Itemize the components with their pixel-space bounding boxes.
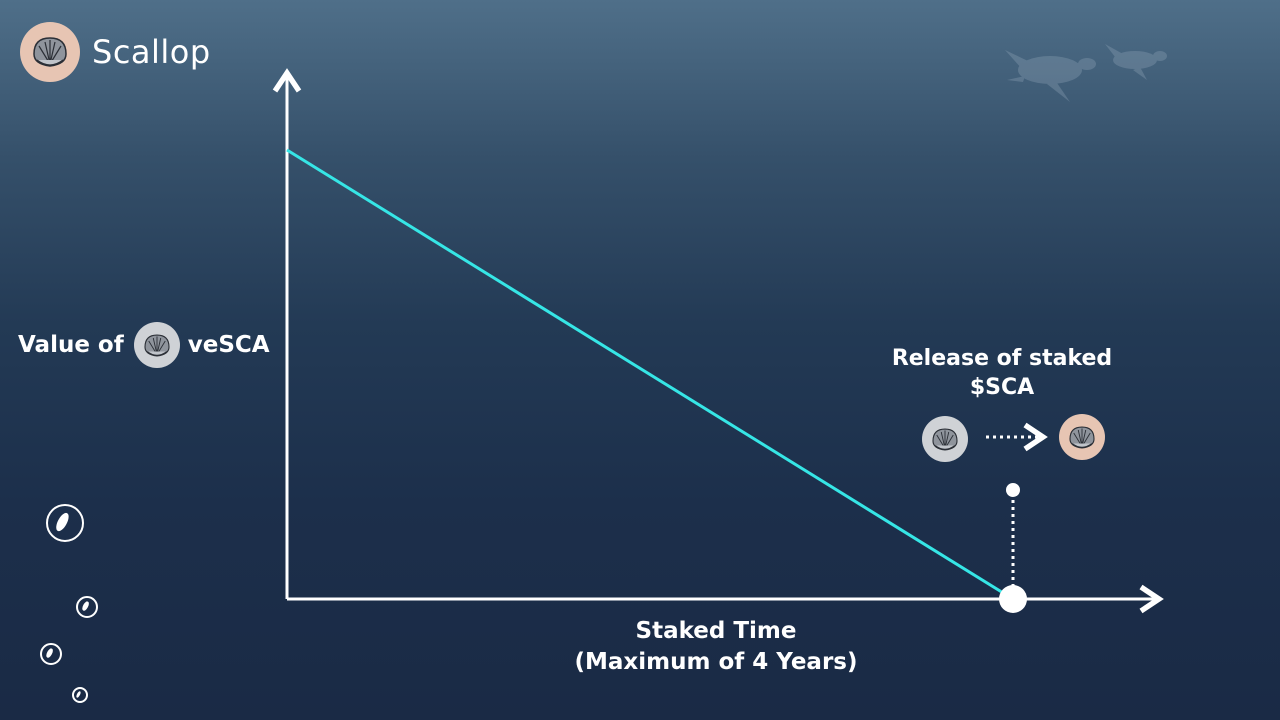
vesca-coin-icon — [133, 322, 180, 368]
release-annotation: Release of staked $SCA — [862, 344, 1142, 402]
y-axis-label-suffix: veSCA — [187, 332, 270, 358]
vesca-coin-icon — [922, 416, 968, 462]
bubble-icon — [76, 596, 98, 618]
y-axis-label-prefix: Value of — [18, 332, 124, 358]
release-annotation-line2: $SCA — [969, 375, 1035, 400]
sca-coin-icon — [1059, 414, 1105, 460]
x-axis-label: Staked Time (Maximum of 4 Years) — [516, 616, 916, 678]
turtles-decoration — [1005, 44, 1167, 102]
release-point — [999, 585, 1027, 613]
x-axis-label-line1: Staked Time — [635, 618, 797, 644]
scallop-logo-icon — [20, 22, 80, 82]
y-axis-label: Value of veSCA — [18, 322, 270, 368]
bubble-icon — [40, 643, 62, 665]
bubble-icon — [72, 687, 88, 703]
brand: Scallop — [20, 22, 211, 82]
release-marker-top-dot — [1006, 483, 1020, 497]
release-annotation-line1: Release of staked — [891, 346, 1113, 371]
brand-name: Scallop — [92, 33, 211, 71]
x-axis-label-line2: (Maximum of 4 Years) — [574, 649, 858, 675]
bubble-icon — [46, 504, 84, 542]
vesca-value-line — [286, 148, 1014, 601]
